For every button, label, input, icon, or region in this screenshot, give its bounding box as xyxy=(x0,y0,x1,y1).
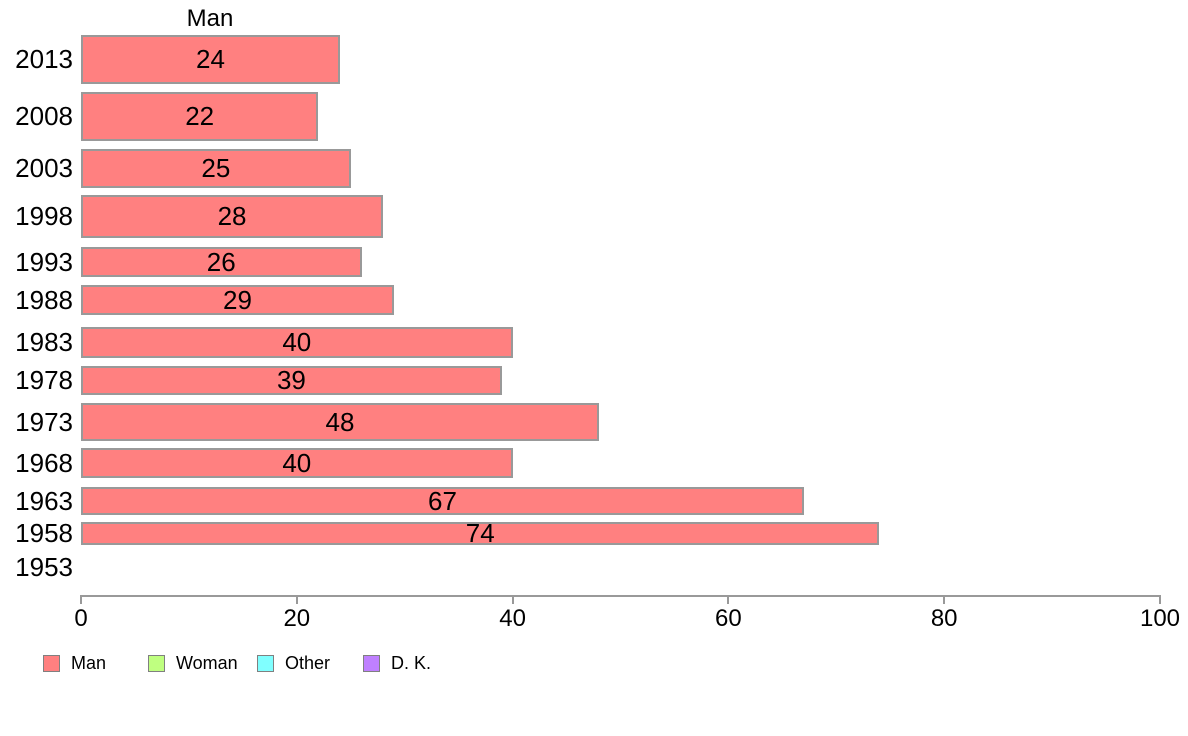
chart-title: Man xyxy=(186,5,234,32)
y-axis-label-1968: 1968 xyxy=(15,447,73,478)
bar-1968: 40 xyxy=(81,448,513,478)
y-axis-label-1983: 1983 xyxy=(15,327,73,357)
x-tick-label: 40 xyxy=(499,605,526,632)
bar-value-label: 67 xyxy=(428,485,457,516)
bar-1998: 28 xyxy=(81,195,384,238)
x-axis-line xyxy=(81,595,1160,597)
bar-value-label: 22 xyxy=(185,101,215,131)
legend-label-d-k: D. K. xyxy=(391,653,432,673)
x-tick-mark xyxy=(511,595,514,604)
x-tick-mark xyxy=(295,595,298,604)
x-tick-label: 0 xyxy=(74,605,88,632)
bar-1973: 48 xyxy=(81,403,599,441)
x-tick-mark xyxy=(80,595,82,604)
bar-1963: 67 xyxy=(81,485,804,516)
x-tick-label: 100 xyxy=(1139,605,1181,632)
bar-value-label: 40 xyxy=(282,447,312,478)
bar-value-label: 24 xyxy=(196,44,225,74)
y-axis-label-2013: 2013 xyxy=(15,44,73,74)
y-axis-label-2008: 2008 xyxy=(15,101,73,131)
x-tick-mark xyxy=(943,595,946,604)
legend-item-woman: Woman xyxy=(148,653,238,673)
x-tick-mark xyxy=(727,595,730,604)
bar-value-label: 29 xyxy=(222,284,252,315)
legend-key-d-k xyxy=(363,655,380,672)
bar-1993: 26 xyxy=(81,247,362,277)
y-axis-label-1963: 1963 xyxy=(15,485,73,516)
legend-item-d-k: D. K. xyxy=(363,653,432,673)
bar-1988: 29 xyxy=(81,285,394,315)
bar-value-label: 25 xyxy=(201,153,231,183)
legend-key-woman xyxy=(148,655,165,672)
x-tick-label: 20 xyxy=(283,605,311,632)
y-axis-label-2003: 2003 xyxy=(15,153,73,183)
bar-2008: 22 xyxy=(81,92,319,141)
bar-value-label: 28 xyxy=(217,201,247,231)
y-axis-label-1973: 1973 xyxy=(15,406,73,437)
bar-2013: 24 xyxy=(81,35,340,84)
bar-value-label: 39 xyxy=(276,365,306,395)
y-axis-label-1978: 1978 xyxy=(15,365,73,395)
legend-key-man xyxy=(43,655,60,672)
legend-label-other: Other xyxy=(285,653,331,673)
bar-1983: 40 xyxy=(81,327,513,358)
legend-label-man: Man xyxy=(71,653,107,673)
x-tick-mark xyxy=(1159,595,1161,604)
y-axis-label-1993: 1993 xyxy=(15,246,73,277)
legend-item-man: Man xyxy=(43,653,107,673)
bar-1978: 39 xyxy=(81,365,502,395)
legend-label-woman: Woman xyxy=(176,653,238,673)
y-axis-label-1988: 1988 xyxy=(15,284,73,315)
x-tick-label: 80 xyxy=(930,605,958,632)
legend-item-other: Other xyxy=(257,653,331,673)
bar-value-label: 40 xyxy=(282,327,312,357)
y-axis-label-1958: 1958 xyxy=(15,518,73,548)
bar-value-label: 74 xyxy=(465,518,495,548)
y-axis-label-1998: 1998 xyxy=(15,201,73,231)
y-axis-label-1953: 1953 xyxy=(15,551,73,582)
bar-1958: 74 xyxy=(81,518,880,548)
bar-value-label: 48 xyxy=(325,406,355,437)
bar-2003: 25 xyxy=(81,149,351,188)
bar-value-label: 26 xyxy=(206,246,236,277)
legend-key-other xyxy=(257,655,274,672)
x-tick-label: 60 xyxy=(715,605,742,632)
